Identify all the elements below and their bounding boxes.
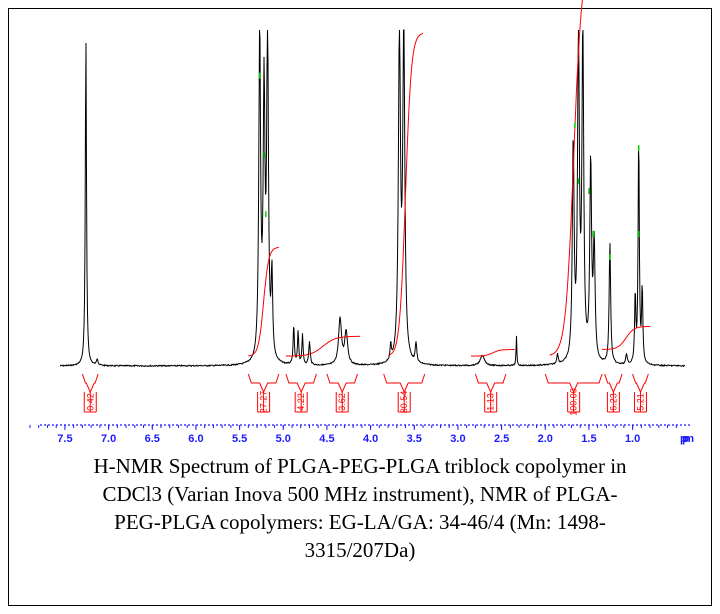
axis-tick-label-4: 5.5 <box>232 433 247 445</box>
integral-curve-6 <box>602 326 651 350</box>
integral-bracket-5 <box>383 373 426 394</box>
integral-value-4: 3.62 <box>337 393 347 411</box>
integral-curve-3 <box>387 33 424 356</box>
integral-regions <box>81 373 649 413</box>
peak-markers <box>258 72 640 261</box>
ppm-axis: 7.5 7.0 6.5 6.0 5.5 5.0 4.5 4.0 3.5 3.0 2.5 2.0 1.5 1… <box>29 424 694 445</box>
integral-bracket-4 <box>326 373 358 394</box>
integral-value-2: 27.27 <box>259 391 269 414</box>
axis-tick-label-0: 7.5 <box>57 433 72 445</box>
integral-curve-5 <box>549 0 583 356</box>
integral-bracket-9 <box>632 373 649 394</box>
integral-bracket-1 <box>81 373 99 394</box>
axis-tick-label-2: 6.5 <box>145 433 160 445</box>
axis-tick-label-13: 1.0 <box>625 433 640 445</box>
figure-frame <box>8 8 712 606</box>
caption-line-2: CDCl3 (Varian Inova 500 MHz instrument),… <box>102 482 618 506</box>
integral-curves <box>248 0 651 357</box>
axis-tick-label-3: 6.0 <box>188 433 203 445</box>
integral-curve-1 <box>248 247 279 357</box>
axis-tick-label-1: 7.0 <box>101 433 116 445</box>
integral-value-7: 100.00 <box>569 388 579 416</box>
spectrum-trace <box>59 29 685 368</box>
caption-line-3: PEG-PLGA copolymers: EG-LA/GA: 34-46/4 (… <box>114 510 606 534</box>
integral-labels: 0.42 27.27 4.22 3.62 80.54 1.13 100.00 6.23 5.21 <box>85 388 645 416</box>
integral-bracket-2 <box>247 373 280 394</box>
figure-caption: H-NMR Spectrum of PLGA-PEG-PLGA triblock… <box>20 452 700 564</box>
integral-bracket-6 <box>474 373 507 394</box>
integral-bracket-8 <box>604 373 623 394</box>
axis-tick-label-12: 1.5 <box>581 433 596 445</box>
integral-value-5: 80.54 <box>399 391 409 414</box>
integral-curve-2 <box>285 335 361 357</box>
axis-tick-label-10: 2.5 <box>494 433 509 445</box>
axis-tick-label-8: 3.5 <box>407 433 422 445</box>
axis-tick-label-5: 5.0 <box>276 433 291 445</box>
integral-value-9: 5.21 <box>635 393 645 411</box>
axis-tick-label-6: 4.5 <box>319 433 334 445</box>
integral-value-8: 6.23 <box>608 393 618 411</box>
axis-unit-label: ppm <box>680 433 694 445</box>
axis-tick-label-11: 2.0 <box>538 433 553 445</box>
integral-bracket-3 <box>285 373 317 394</box>
axis-tick-label-7: 4.0 <box>363 433 378 445</box>
integral-curve-4 <box>471 349 515 357</box>
integral-value-1: 0.42 <box>85 393 95 411</box>
caption-line-1: H-NMR Spectrum of PLGA-PEG-PLGA triblock… <box>93 454 627 478</box>
integral-value-3: 4.22 <box>296 393 306 411</box>
axis-tick-label-9: 3.0 <box>450 433 465 445</box>
caption-line-4: 3315/207Da) <box>304 538 416 562</box>
nmr-spectrum-chart: 0.42 27.27 4.22 3.62 80.54 1.13 100.00 6.23 5.21… <box>29 0 694 445</box>
integral-value-6: 1.13 <box>486 393 496 411</box>
